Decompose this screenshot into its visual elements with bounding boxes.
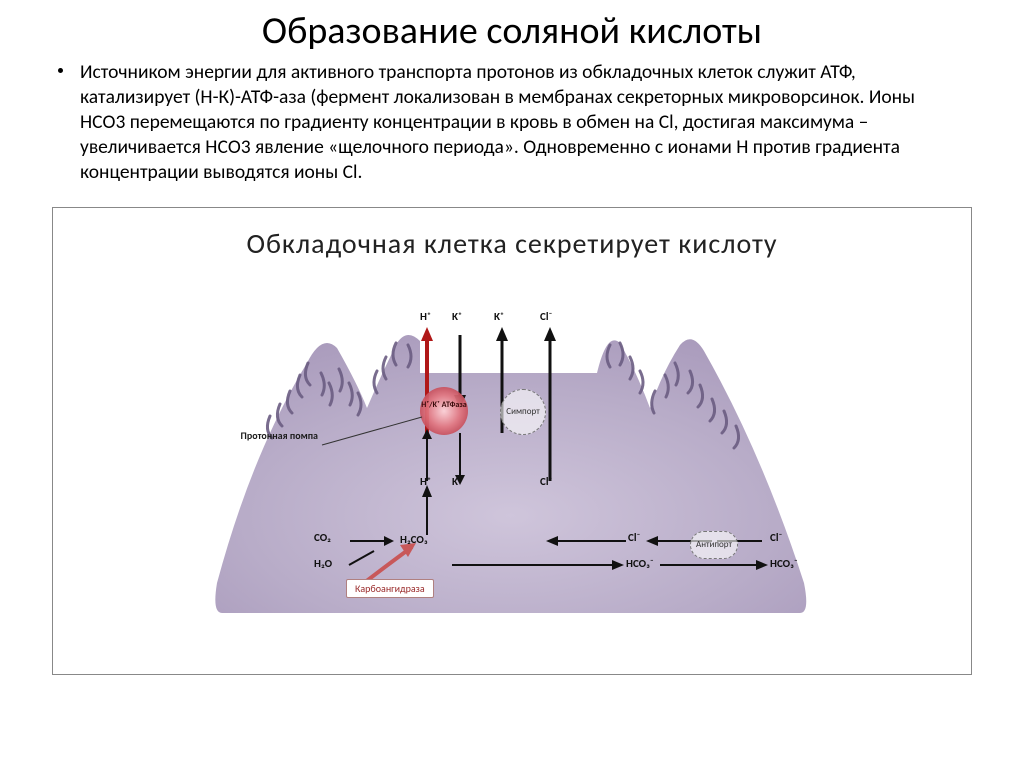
chem-co2: CO₂ [314, 531, 331, 544]
chem-hco3-int: HCO₃⁻ [626, 557, 654, 570]
chem-h2o: H₂O [314, 557, 332, 570]
bullet-dot [58, 68, 63, 73]
ion-cl-top: Cl⁻ [540, 310, 552, 323]
chem-hco3-ext: HCO₃⁻ [770, 557, 798, 570]
ion-h-top: H⁺ [420, 310, 431, 323]
diagram-title: Обкладочная клетка секретирует кислоту [53, 208, 971, 261]
parietal-cell-shape [202, 313, 822, 633]
antiport-circle: Антипорт [690, 531, 738, 559]
carbanhydrase-box: Карбоангидраза [346, 579, 434, 598]
chem-cl-int2: Cl⁻ [628, 531, 640, 544]
symport-label: Симпорт [506, 406, 539, 417]
ion-h-int: H⁺ [420, 475, 431, 488]
ion-cl-int: Cl⁻ [540, 475, 552, 488]
ion-k-top: K⁺ [452, 310, 462, 323]
cell-diagram: H⁺ K⁺ K⁺ Cl⁻ H⁺ K⁺ Cl⁻ CO₂ H₂O H₂CO₃ HCO… [202, 313, 822, 633]
bullet-text: Источником энергии для активного транспо… [80, 60, 964, 185]
proton-pump-label: Протонная помпа [238, 431, 318, 442]
diagram-frame: Обкладочная клетка секретирует кислоту [52, 207, 972, 675]
bullet-block: Источником энергии для активного транспо… [0, 54, 1024, 185]
slide-title: Образование соляной кислоты [0, 0, 1024, 54]
ion-k-int: K⁺ [452, 475, 462, 488]
ion-k-top2: K⁺ [494, 310, 504, 323]
chem-cl-ext: Cl⁻ [770, 531, 782, 544]
symport-circle: Симпорт [500, 389, 546, 435]
antiport-label: Антипорт [696, 539, 732, 550]
chem-h2co3: H₂CO₃ [400, 533, 428, 546]
